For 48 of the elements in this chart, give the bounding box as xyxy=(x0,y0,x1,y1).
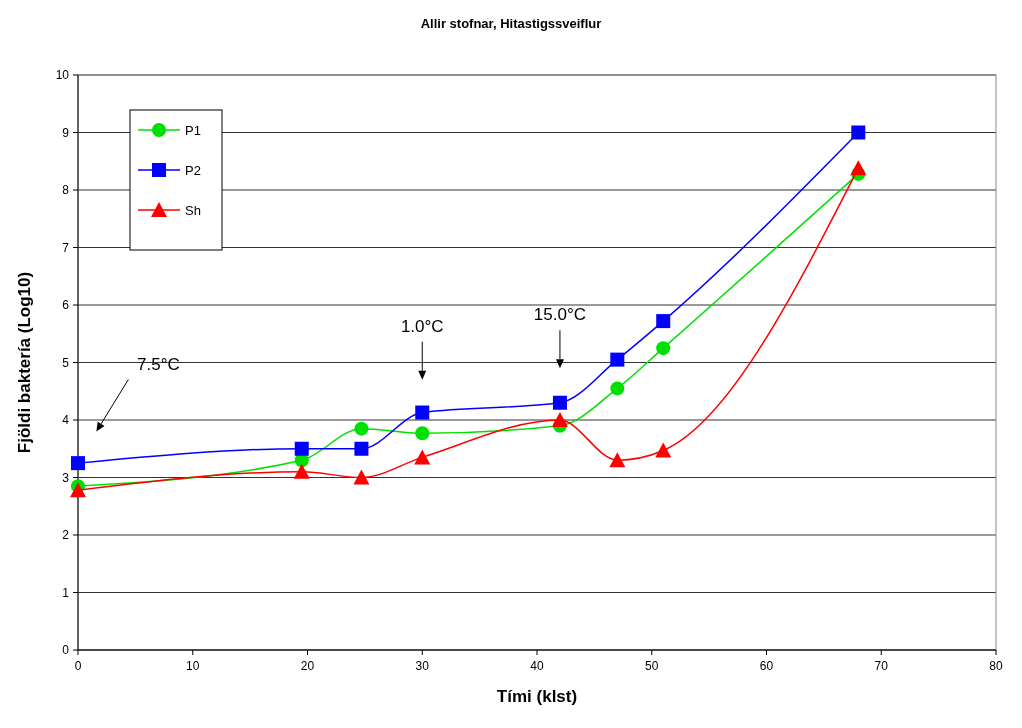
point xyxy=(656,314,671,329)
point xyxy=(354,441,369,456)
legend-label: P2 xyxy=(185,163,201,178)
point xyxy=(293,463,310,479)
x-tick-label: 70 xyxy=(874,659,889,673)
point xyxy=(610,352,625,367)
chart-title: Allir stofnar, Hitastigssveiflur xyxy=(420,16,602,31)
point xyxy=(851,125,866,140)
x-tick-label: 60 xyxy=(759,659,774,673)
y-tick-label: 2 xyxy=(62,528,70,542)
y-tick-label: 3 xyxy=(62,470,70,485)
y-tick-label: 5 xyxy=(62,355,70,370)
point xyxy=(415,426,430,441)
annotation: 1.0°C xyxy=(400,316,444,336)
legend-label: P1 xyxy=(185,123,201,138)
y-tick-label: 8 xyxy=(62,183,70,197)
x-tick-label: 40 xyxy=(530,659,544,673)
y-tick-label: 1 xyxy=(62,585,70,600)
annotation: 15.0°C xyxy=(533,305,587,325)
point xyxy=(354,421,369,436)
y-tick-label: 7 xyxy=(62,240,70,255)
x-tick-label: 10 xyxy=(186,659,200,673)
point xyxy=(655,442,672,458)
point xyxy=(610,381,625,396)
point xyxy=(850,160,867,176)
x-axis-title: Tími (klst) xyxy=(496,687,578,706)
point xyxy=(294,441,309,456)
point xyxy=(70,482,86,498)
point xyxy=(71,456,85,471)
point xyxy=(415,405,430,420)
x-tick-label: 30 xyxy=(415,659,430,673)
x-tick-label: 80 xyxy=(989,659,1003,673)
point xyxy=(609,452,626,468)
legend-label: Sh xyxy=(185,203,201,218)
x-tick-label: 0 xyxy=(74,659,82,673)
y-tick-label: 0 xyxy=(62,643,70,657)
x-tick-label: 50 xyxy=(645,659,659,673)
y-tick-label: 9 xyxy=(62,125,70,140)
point xyxy=(551,412,568,427)
x-tick-label: 20 xyxy=(300,659,315,673)
y-tick-label: 10 xyxy=(55,68,70,82)
y-axis-title: Fjöldi baktería (Log10) xyxy=(15,271,34,454)
point xyxy=(414,449,431,465)
point xyxy=(656,341,671,356)
point xyxy=(353,469,370,485)
y-tick-label: 6 xyxy=(62,298,70,312)
point xyxy=(552,395,567,410)
y-tick-label: 4 xyxy=(62,413,70,427)
